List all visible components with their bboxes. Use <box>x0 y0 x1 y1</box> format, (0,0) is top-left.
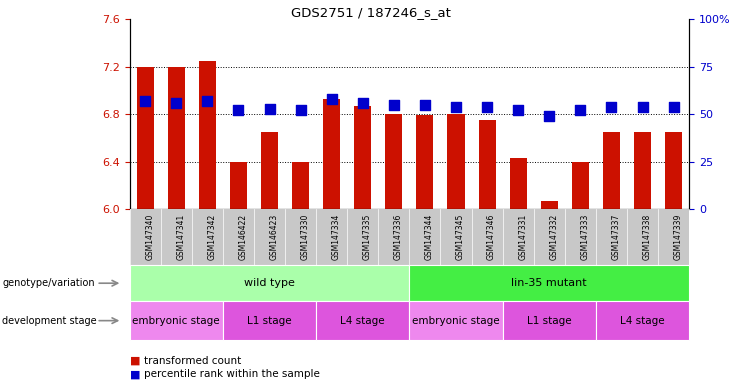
Point <box>668 104 679 110</box>
Point <box>574 108 586 114</box>
Bar <box>292 162 309 209</box>
Bar <box>354 106 371 209</box>
Point <box>450 104 462 110</box>
Text: transformed count: transformed count <box>144 356 242 366</box>
Text: GSM147332: GSM147332 <box>549 214 558 260</box>
Text: GSM147336: GSM147336 <box>394 214 403 260</box>
Text: ■: ■ <box>130 356 140 366</box>
Text: GSM147339: GSM147339 <box>674 214 682 260</box>
Bar <box>167 67 185 209</box>
Point <box>419 102 431 108</box>
Text: GSM147334: GSM147334 <box>332 214 341 260</box>
Point <box>512 108 524 114</box>
Bar <box>448 114 465 209</box>
Bar <box>510 158 527 209</box>
Text: GDS2751 / 187246_s_at: GDS2751 / 187246_s_at <box>290 6 451 19</box>
Text: embryonic stage: embryonic stage <box>133 316 220 326</box>
Point <box>295 108 307 114</box>
Point <box>357 100 369 106</box>
Bar <box>479 120 496 209</box>
Point <box>202 98 213 104</box>
Bar <box>665 132 682 209</box>
Point <box>264 106 276 112</box>
Text: GSM146423: GSM146423 <box>270 214 279 260</box>
Text: GSM147345: GSM147345 <box>456 214 465 260</box>
Text: GSM147344: GSM147344 <box>425 214 434 260</box>
Bar <box>136 67 154 209</box>
Text: L1 stage: L1 stage <box>527 316 571 326</box>
Text: embryonic stage: embryonic stage <box>412 316 500 326</box>
Point <box>139 98 151 104</box>
Text: GSM147330: GSM147330 <box>301 214 310 260</box>
Point <box>326 96 338 102</box>
Point <box>388 102 400 108</box>
Point <box>543 113 555 119</box>
Text: development stage: development stage <box>2 316 97 326</box>
Bar <box>261 132 278 209</box>
Text: lin-35 mutant: lin-35 mutant <box>511 278 587 288</box>
Text: L4 stage: L4 stage <box>620 316 665 326</box>
Bar <box>385 114 402 209</box>
Text: GSM147337: GSM147337 <box>611 214 620 260</box>
Bar <box>634 132 651 209</box>
Bar <box>323 99 340 209</box>
Bar <box>603 132 620 209</box>
Text: L4 stage: L4 stage <box>340 316 385 326</box>
Text: ■: ■ <box>130 369 140 379</box>
Text: GSM147342: GSM147342 <box>207 214 216 260</box>
Text: GSM147340: GSM147340 <box>145 214 154 260</box>
Point <box>170 100 182 106</box>
Text: GSM147338: GSM147338 <box>642 214 651 260</box>
Text: GSM147331: GSM147331 <box>518 214 527 260</box>
Bar <box>199 61 216 209</box>
Text: genotype/variation: genotype/variation <box>2 278 95 288</box>
Point <box>637 104 648 110</box>
Bar <box>416 116 433 209</box>
Bar <box>541 201 558 209</box>
Text: wild type: wild type <box>244 278 295 288</box>
Text: GSM146422: GSM146422 <box>239 214 247 260</box>
Bar <box>230 162 247 209</box>
Text: GSM147341: GSM147341 <box>176 214 185 260</box>
Text: GSM147346: GSM147346 <box>487 214 496 260</box>
Bar <box>572 162 589 209</box>
Point <box>481 104 493 110</box>
Point <box>233 108 245 114</box>
Text: L1 stage: L1 stage <box>247 316 292 326</box>
Text: percentile rank within the sample: percentile rank within the sample <box>144 369 320 379</box>
Text: GSM147335: GSM147335 <box>363 214 372 260</box>
Point <box>605 104 617 110</box>
Text: GSM147333: GSM147333 <box>580 214 589 260</box>
